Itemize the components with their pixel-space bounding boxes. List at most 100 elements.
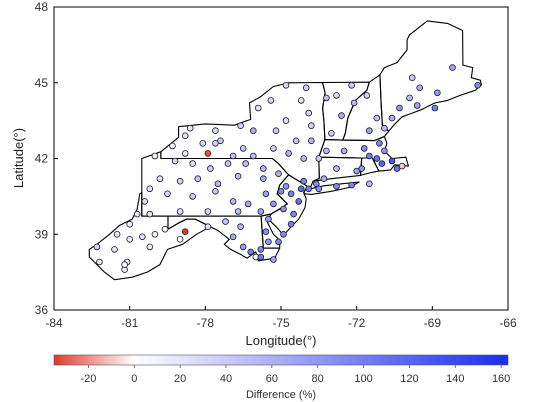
station-marker xyxy=(254,104,262,112)
station-marker xyxy=(229,152,237,160)
colorbar-tick-label: 120 xyxy=(400,373,418,385)
station-marker xyxy=(287,190,295,198)
station-marker xyxy=(259,165,267,172)
station-marker xyxy=(277,188,285,195)
station-marker xyxy=(315,185,323,193)
station-marker xyxy=(416,84,424,92)
station-marker xyxy=(237,223,244,231)
station-marker xyxy=(171,157,179,165)
station-marker xyxy=(280,205,287,213)
station-marker xyxy=(373,114,381,122)
station-marker xyxy=(295,198,303,205)
station-marker xyxy=(237,122,244,129)
station-markers xyxy=(93,64,482,273)
station-marker xyxy=(363,92,371,99)
station-marker xyxy=(280,231,287,238)
station-marker xyxy=(285,150,292,157)
colorbar-ticks: -20 0 20 40 60 80 100 120 140 160 xyxy=(80,365,510,385)
x-tick-label: -81 xyxy=(121,316,139,330)
station-marker xyxy=(176,236,184,243)
station-marker xyxy=(239,145,247,152)
station-marker xyxy=(434,89,441,97)
station-marker xyxy=(257,208,265,215)
station-marker xyxy=(93,243,101,251)
colorbar-tick-label: 60 xyxy=(266,373,278,385)
colorbar-label: Difference (%) xyxy=(246,389,316,401)
station-marker xyxy=(189,160,197,167)
station-marker xyxy=(272,127,280,134)
y-tick-label: 39 xyxy=(35,227,49,241)
station-marker xyxy=(376,140,383,147)
colorbar-tick-label: 100 xyxy=(354,373,372,385)
station-marker xyxy=(282,117,290,124)
station-marker xyxy=(307,122,315,129)
station-marker xyxy=(161,225,169,233)
station-marker xyxy=(146,210,154,218)
station-marker xyxy=(350,99,358,107)
station-marker xyxy=(212,140,219,147)
station-marker xyxy=(133,210,141,218)
y-axis-ticks: 36 39 42 45 48 xyxy=(35,0,58,317)
station-marker xyxy=(388,114,396,122)
station-marker xyxy=(275,238,282,246)
station-marker xyxy=(388,157,396,165)
station-marker xyxy=(194,175,202,183)
station-marker xyxy=(259,175,267,183)
station-marker xyxy=(257,253,265,261)
station-marker xyxy=(199,140,207,147)
y-tick-label: 48 xyxy=(35,0,49,14)
station-marker xyxy=(265,215,272,223)
station-marker xyxy=(151,152,159,160)
station-marker xyxy=(323,94,330,102)
station-marker xyxy=(360,145,368,152)
station-marker xyxy=(307,137,315,145)
station-marker xyxy=(121,261,128,268)
x-axis-label: Longitude(°) xyxy=(246,333,317,348)
plot-frame xyxy=(53,6,509,311)
station-marker xyxy=(204,223,212,231)
station-marker xyxy=(305,109,313,117)
colorbar-tick-label: 20 xyxy=(174,373,186,385)
station-marker xyxy=(431,104,439,112)
station-marker xyxy=(365,180,373,188)
station-marker xyxy=(378,160,386,167)
station-marker xyxy=(244,200,252,208)
station-marker xyxy=(305,185,313,193)
station-marker xyxy=(262,228,270,236)
station-marker xyxy=(262,190,270,198)
x-tick-label: -75 xyxy=(272,316,290,330)
y-axis-label: Latitude(°) xyxy=(11,128,26,188)
station-marker xyxy=(408,74,416,81)
station-marker xyxy=(146,243,154,251)
station-marker xyxy=(413,102,421,109)
station-marker xyxy=(320,175,328,183)
station-marker xyxy=(141,198,149,205)
station-marker xyxy=(212,127,219,134)
station-marker xyxy=(234,172,242,180)
station-marker xyxy=(217,137,224,145)
station-marker xyxy=(328,130,335,137)
station-marker xyxy=(212,188,219,195)
colorbar-tick-label: 0 xyxy=(131,373,137,385)
station-marker xyxy=(113,231,121,238)
station-marker xyxy=(365,152,373,160)
station-marker xyxy=(242,160,250,167)
station-marker xyxy=(270,145,277,152)
station-marker xyxy=(275,170,282,178)
station-marker xyxy=(270,200,277,208)
y-tick-label: 45 xyxy=(35,76,49,90)
station-marker xyxy=(333,165,340,172)
station-marker xyxy=(96,258,103,266)
station-marker xyxy=(300,177,308,185)
station-marker xyxy=(287,220,295,228)
station-marker xyxy=(250,152,257,160)
station-marker xyxy=(229,233,237,241)
state-outline-maine xyxy=(379,20,483,132)
station-marker xyxy=(186,124,194,132)
station-marker xyxy=(181,228,189,236)
station-marker xyxy=(365,127,373,134)
station-marker xyxy=(449,64,456,71)
station-marker xyxy=(398,162,406,170)
station-marker xyxy=(290,210,297,218)
station-marker xyxy=(393,165,401,172)
